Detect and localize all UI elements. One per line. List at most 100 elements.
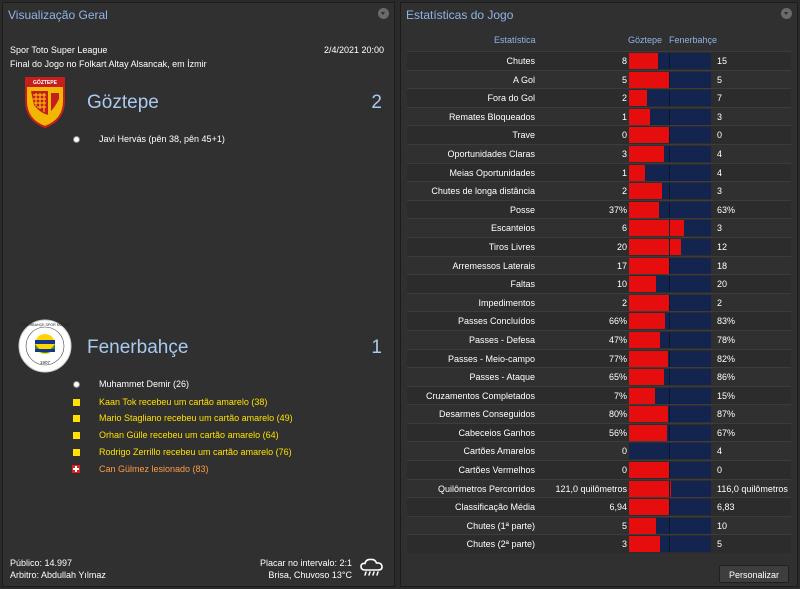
stat-home-value: 20 bbox=[616, 241, 627, 252]
event-text[interactable]: Javi Hervás (pên 38, pên 45+1) bbox=[99, 134, 225, 144]
stat-away-value: 3 bbox=[717, 223, 723, 234]
stat-comparison-bar bbox=[629, 331, 711, 348]
stat-home-value: 80% bbox=[608, 409, 627, 420]
stat-bar-midline bbox=[669, 257, 670, 274]
goztepe-crest-icon[interactable] bbox=[18, 75, 72, 129]
goztepe-crest-text: GÖZTEPE bbox=[33, 80, 57, 86]
overview-title: Visualização Geral bbox=[8, 8, 108, 22]
stat-label: Chutes (2ª parte) bbox=[466, 539, 535, 550]
stat-bar-midline bbox=[669, 331, 670, 348]
stat-comparison-bar bbox=[629, 499, 711, 516]
stat-bar-midline bbox=[669, 369, 670, 386]
event-text[interactable]: Mario Stagliano recebeu um cartão amarel… bbox=[99, 413, 293, 423]
stat-row: Desarmes Conseguidos 80% 87% bbox=[407, 404, 791, 423]
fenerbahce-crest-year: 1907 bbox=[39, 360, 50, 365]
stat-row: Impedimentos 2 2 bbox=[407, 292, 791, 312]
fenerbahce-crest-text: FENERBAHÇE SPOR KULÜBÜ bbox=[20, 323, 70, 327]
stat-away-value: 4 bbox=[717, 167, 723, 178]
ball-icon bbox=[73, 380, 80, 388]
stat-home-fill bbox=[629, 108, 650, 125]
stat-row: Tiros Livres 20 12 bbox=[407, 236, 791, 256]
stats-title: Estatísticas do Jogo bbox=[406, 8, 514, 22]
stat-home-fill bbox=[629, 313, 665, 330]
stat-label: Meias Oportunidades bbox=[449, 167, 535, 178]
stat-away-value: 6,83 bbox=[717, 502, 735, 513]
stat-row: Oportunidades Claras 3 4 bbox=[407, 143, 791, 163]
customize-button[interactable]: Personalizar bbox=[719, 565, 789, 583]
stat-home-fill bbox=[629, 331, 660, 348]
stat-home-fill bbox=[629, 90, 647, 107]
stat-home-value: 1 bbox=[621, 167, 627, 178]
match-footer-right: Placar no intervalo: 2:1 Brisa, Chuvoso … bbox=[260, 557, 352, 581]
stats-collapse-icon[interactable] bbox=[781, 8, 792, 19]
stat-home-value: 2 bbox=[621, 186, 627, 197]
stat-away-value: 86% bbox=[717, 372, 736, 383]
stat-home-fill bbox=[629, 164, 645, 181]
stat-home-value: 37% bbox=[608, 204, 627, 215]
stat-home-value: 3 bbox=[621, 148, 627, 159]
stat-label: Passes Concluídos bbox=[457, 316, 535, 327]
stat-bar-midline bbox=[669, 53, 670, 69]
match-info: Spor Toto Super League 2/4/2021 20:00 Fi… bbox=[10, 43, 384, 71]
stat-home-value: 56% bbox=[608, 427, 627, 438]
home-team-score: 2 bbox=[371, 92, 382, 113]
stat-away-value: 0 bbox=[717, 130, 723, 141]
away-event-yellow-card: Kaan Tok recebeu um cartão amarelo (38) bbox=[71, 395, 267, 409]
stat-home-value: 47% bbox=[608, 334, 627, 345]
event-text[interactable]: Orhan Gülle recebeu um cartão amarelo (6… bbox=[99, 430, 279, 440]
event-text[interactable]: Can Gülmez lesionado (83) bbox=[99, 464, 209, 474]
referee[interactable]: Arbitro: Abdullah Yılmaz bbox=[10, 570, 106, 580]
home-event-goal: Javi Hervás (pên 38, pên 45+1) bbox=[71, 132, 225, 146]
stat-comparison-bar bbox=[629, 53, 711, 69]
stat-row: Meias Oportunidades 1 4 bbox=[407, 162, 791, 182]
stat-away-value: 15 bbox=[717, 56, 728, 66]
stat-label: Cruzamentos Completados bbox=[425, 390, 535, 401]
match-result-text: Final do Jogo no Folkart Altay Alsancak,… bbox=[10, 59, 207, 69]
stat-bar-midline bbox=[669, 145, 670, 162]
stat-away-value: 4 bbox=[717, 446, 723, 457]
stat-bar-midline bbox=[669, 536, 670, 553]
stat-row: Passes - Ataque 65% 86% bbox=[407, 367, 791, 386]
attendance: Público: 14.997 bbox=[10, 558, 73, 568]
stat-away-value: 67% bbox=[717, 427, 736, 438]
overview-collapse-icon[interactable] bbox=[378, 8, 389, 19]
stat-bar-midline bbox=[669, 443, 670, 460]
stat-away-value: 2 bbox=[717, 297, 723, 308]
stat-bar-midline bbox=[669, 164, 670, 181]
away-event-goal: Muhammet Demir (26) bbox=[71, 377, 189, 391]
stats-list: Chutes 8 15 A Gol 5 5 Fora do Gol 2 7 Remates Blo… bbox=[407, 51, 791, 554]
stat-away-value: 82% bbox=[717, 353, 736, 364]
stat-home-value: 8 bbox=[621, 56, 627, 66]
stat-home-fill bbox=[629, 71, 670, 88]
stat-label: Desarmes Conseguidos bbox=[438, 409, 535, 420]
stats-panel: Estatísticas do Jogo Estatística Göztepe… bbox=[400, 2, 798, 587]
competition-name[interactable]: Spor Toto Super League bbox=[10, 45, 108, 55]
stat-home-value: 77% bbox=[608, 353, 627, 364]
stat-home-value: 7% bbox=[613, 390, 627, 401]
event-text[interactable]: Kaan Tok recebeu um cartão amarelo (38) bbox=[99, 397, 268, 407]
away-team-name[interactable]: Fenerbahçe bbox=[87, 337, 189, 358]
stat-row: Faltas 10 20 bbox=[407, 274, 791, 293]
fenerbahce-crest-icon[interactable] bbox=[18, 319, 72, 373]
stat-home-fill bbox=[629, 145, 664, 162]
stat-row: Chutes (2ª parte) 3 5 bbox=[407, 534, 791, 554]
yellow-card-icon bbox=[73, 448, 80, 456]
home-team-name[interactable]: Göztepe bbox=[87, 92, 159, 113]
stat-row: Passes - Defesa 47% 78% bbox=[407, 329, 791, 349]
stat-home-value: 10 bbox=[616, 279, 627, 290]
event-text[interactable]: Rodrigo Zerrillo recebeu um cartão amare… bbox=[99, 447, 292, 457]
stat-label: Cartões Amarelos bbox=[463, 446, 535, 457]
match-footer-left: Público: 14.997 Arbitro: Abdullah Yılmaz bbox=[10, 557, 106, 581]
stat-comparison-bar bbox=[629, 350, 711, 367]
stat-away-value: 5 bbox=[717, 74, 723, 85]
away-event-yellow-card: Mario Stagliano recebeu um cartão amarel… bbox=[71, 411, 293, 425]
event-text[interactable]: Muhammet Demir (26) bbox=[99, 379, 190, 389]
stat-comparison-bar bbox=[629, 424, 711, 441]
stat-home-fill bbox=[629, 220, 684, 237]
stat-label: Tiros Livres bbox=[488, 241, 535, 252]
away-team-score: 1 bbox=[371, 337, 382, 358]
stat-row: Remates Bloqueados 1 3 bbox=[407, 106, 791, 126]
stat-home-value: 17 bbox=[616, 260, 627, 271]
stat-comparison-bar bbox=[629, 183, 711, 200]
stat-label: Remates Bloqueados bbox=[448, 111, 535, 122]
